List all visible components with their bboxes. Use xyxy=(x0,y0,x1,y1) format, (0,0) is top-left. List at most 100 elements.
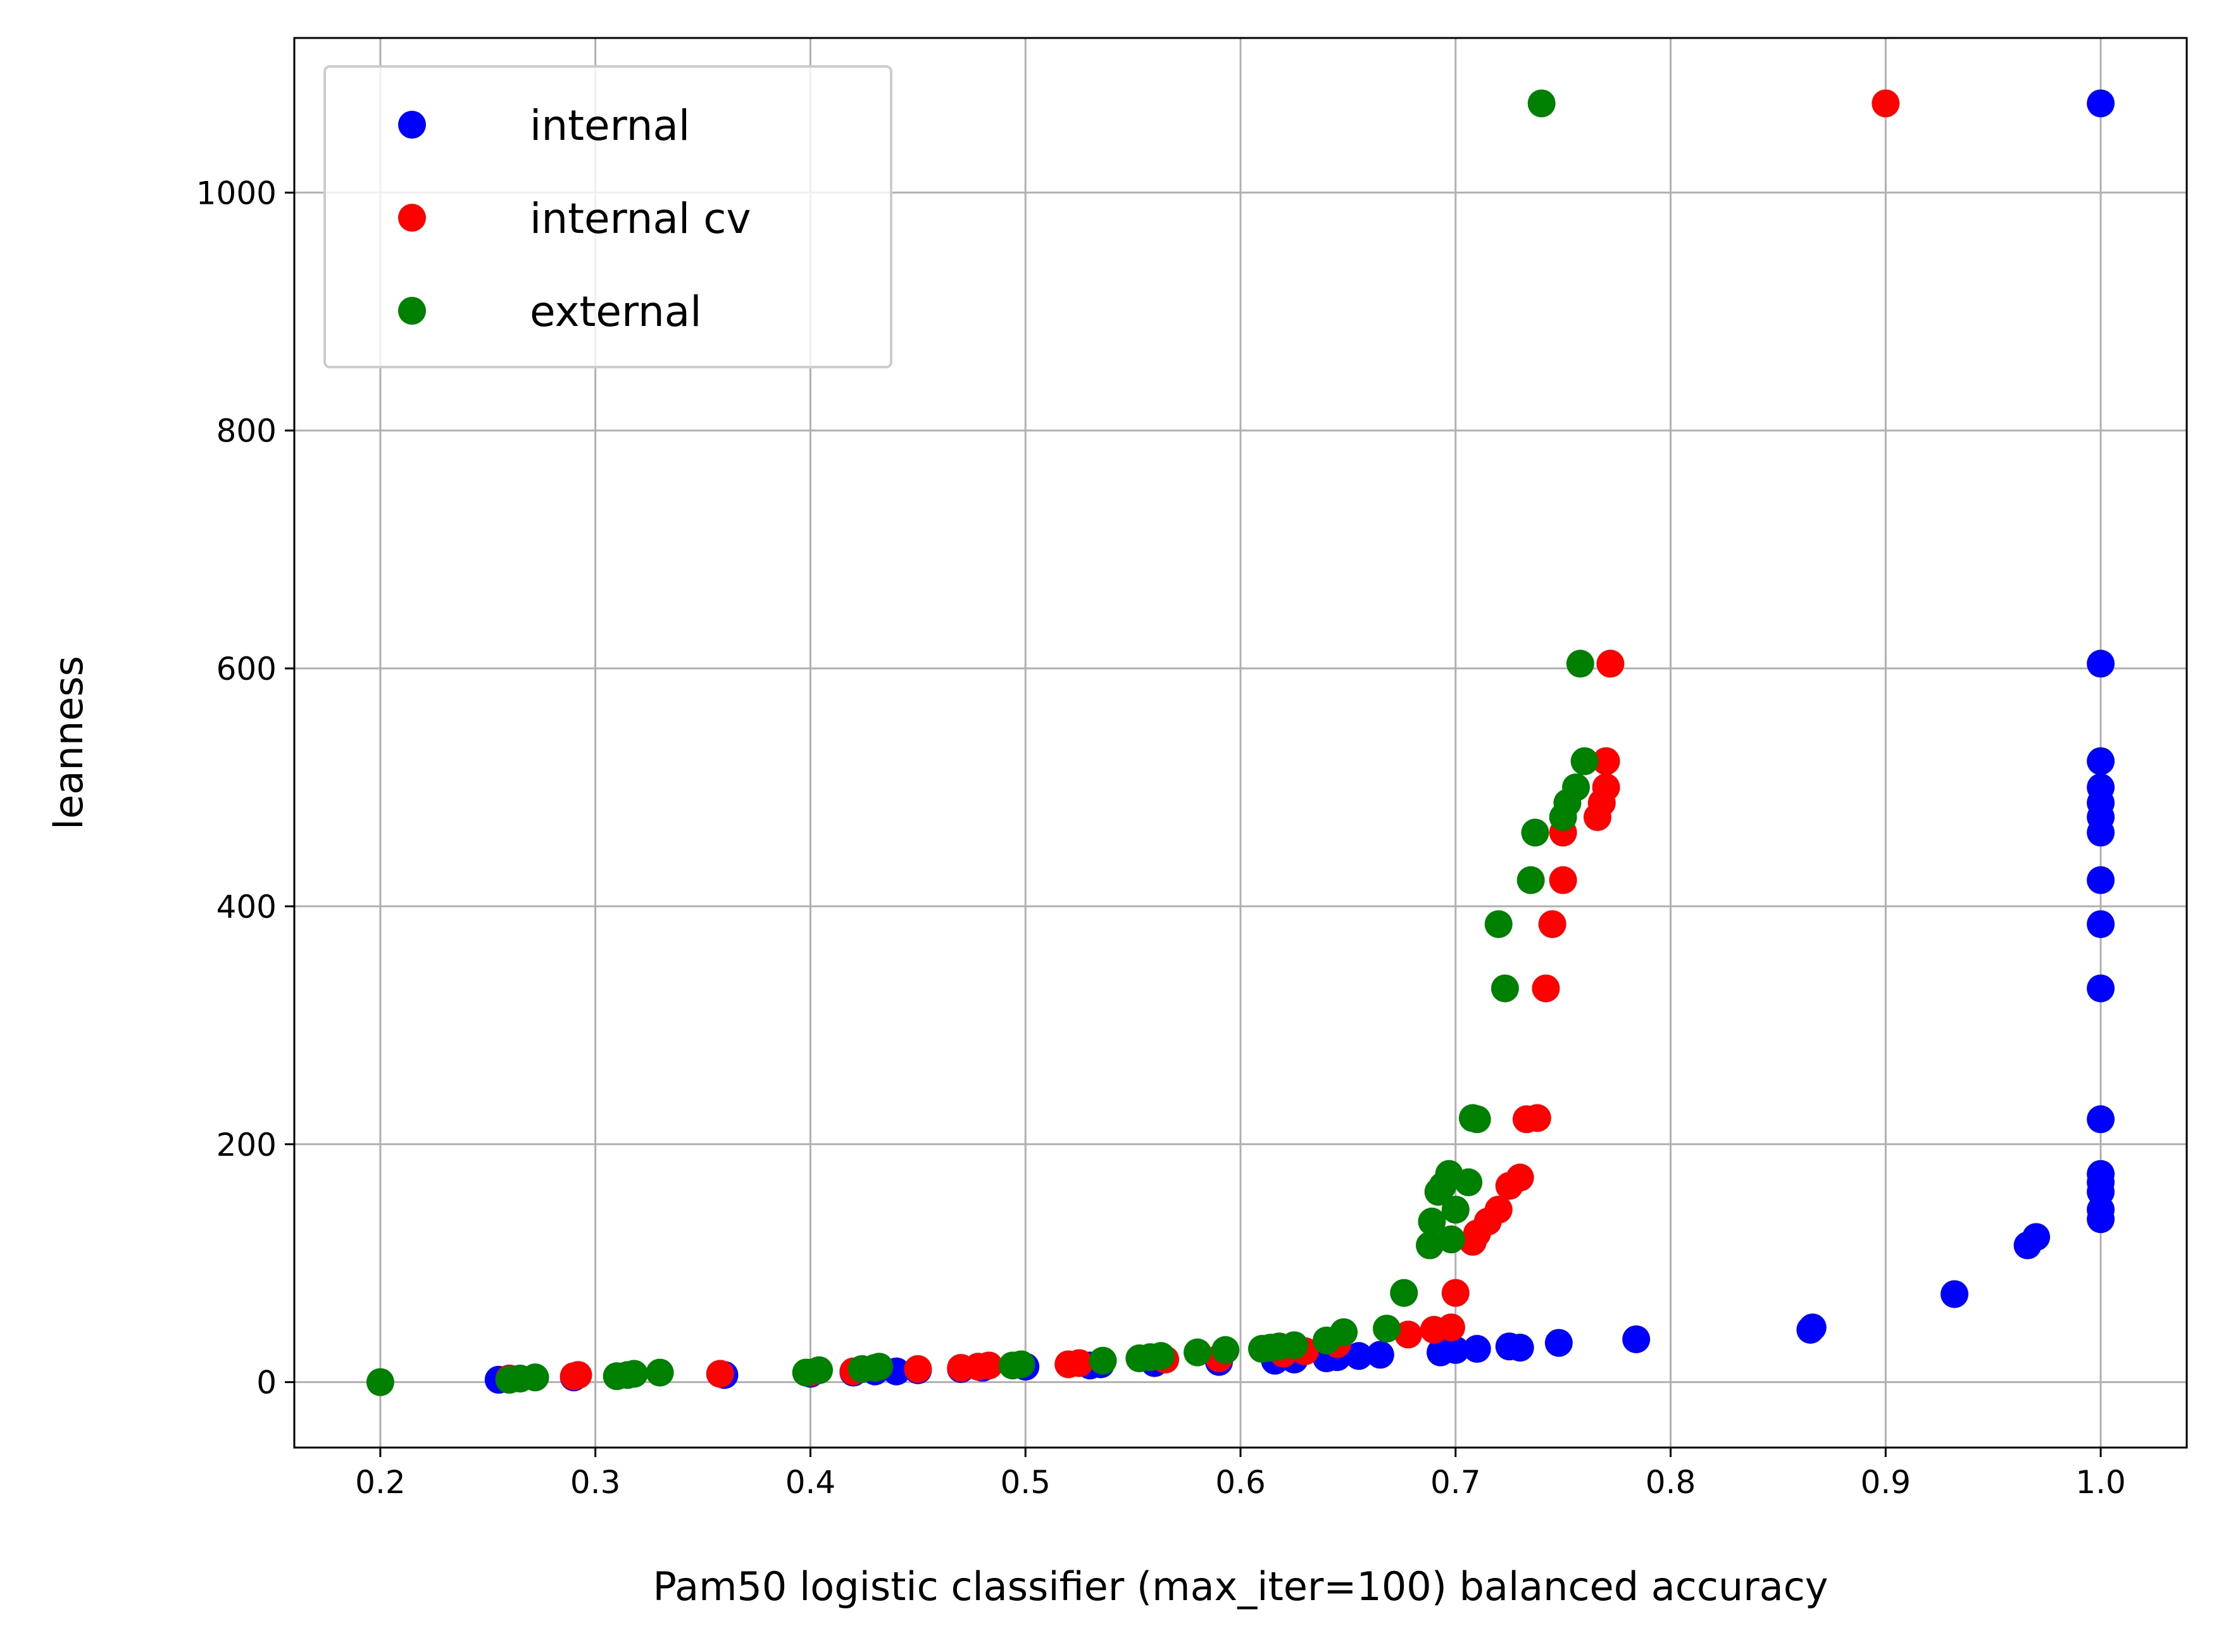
x-tick-label: 0.7 xyxy=(1430,1464,1481,1501)
x-tick-label: 0.8 xyxy=(1646,1464,1696,1501)
data-point xyxy=(805,1356,834,1384)
legend-label: external xyxy=(530,287,702,336)
data-point xyxy=(1544,1329,1573,1357)
legend-entry: external xyxy=(398,287,702,336)
legend-marker xyxy=(398,204,426,232)
y-tick-label: 800 xyxy=(216,413,277,449)
series-external xyxy=(366,89,1599,1396)
data-point xyxy=(1506,1163,1534,1192)
x-tick-label: 0.5 xyxy=(1000,1464,1051,1501)
x-tick-label: 0.6 xyxy=(1215,1464,1266,1501)
data-point xyxy=(366,1368,394,1396)
data-point xyxy=(1437,1313,1465,1342)
legend-entry: internal cv xyxy=(398,194,751,243)
data-point xyxy=(564,1361,592,1389)
data-point xyxy=(1941,1280,1969,1308)
data-point xyxy=(1798,1313,1827,1342)
legend-label: internal xyxy=(530,101,690,150)
data-point xyxy=(1596,649,1625,678)
x-axis-label: Pam50 logistic classifier (max_iter=100)… xyxy=(653,1563,1828,1610)
data-point xyxy=(1147,1342,1175,1370)
data-point xyxy=(1454,1168,1483,1196)
data-point xyxy=(1521,818,1549,847)
data-point xyxy=(1416,1231,1444,1260)
data-point xyxy=(2087,773,2115,801)
data-point xyxy=(1463,1105,1491,1134)
data-point xyxy=(1366,1341,1394,1369)
legend-marker xyxy=(398,111,426,139)
data-point xyxy=(1344,1342,1373,1370)
data-point xyxy=(1592,747,1620,775)
data-point xyxy=(1184,1338,1212,1367)
data-point xyxy=(646,1358,674,1387)
data-point xyxy=(1484,1196,1513,1224)
data-point xyxy=(1280,1331,1308,1360)
data-point xyxy=(1394,1320,1423,1349)
data-points xyxy=(366,89,2115,1396)
data-point xyxy=(2087,1105,2115,1134)
data-point xyxy=(2087,974,2115,1003)
x-tick-label: 0.3 xyxy=(570,1464,621,1501)
y-axis-ticks: 0 200 400 600 800 1000 xyxy=(196,175,294,1401)
data-point xyxy=(620,1360,648,1388)
data-point xyxy=(975,1351,1003,1380)
data-point xyxy=(1007,1350,1035,1379)
legend-label: internal cv xyxy=(530,194,751,243)
legend-box xyxy=(323,65,892,368)
data-point xyxy=(2087,866,2115,894)
data-point xyxy=(1330,1318,1358,1346)
data-point xyxy=(2087,89,2115,118)
data-point xyxy=(1516,866,1545,894)
data-point xyxy=(1441,1279,1470,1307)
legend-marker xyxy=(398,297,426,325)
data-point xyxy=(1418,1207,1446,1236)
data-point xyxy=(1538,910,1566,939)
data-point xyxy=(2087,747,2115,775)
data-point xyxy=(2087,910,2115,939)
y-tick-label: 1000 xyxy=(196,175,277,211)
data-point xyxy=(1570,747,1599,775)
data-point xyxy=(2022,1223,2051,1251)
data-point xyxy=(1484,910,1513,939)
x-tick-label: 0.4 xyxy=(785,1464,836,1501)
legend-entry: internal xyxy=(398,101,690,150)
data-point xyxy=(1441,1336,1470,1364)
data-point xyxy=(1373,1315,1401,1343)
data-point xyxy=(2087,1160,2115,1188)
data-point xyxy=(1463,1335,1491,1363)
data-point xyxy=(2087,649,2115,678)
data-point xyxy=(1523,1104,1551,1132)
y-axis-label: leanness xyxy=(46,656,92,830)
data-point xyxy=(1065,1349,1094,1377)
data-point xyxy=(1437,1225,1465,1254)
y-tick-label: 400 xyxy=(216,889,277,925)
x-axis-ticks: 0.2 0.3 0.4 0.5 0.6 0.7 0.8 0.9 1.0 xyxy=(355,1448,2126,1501)
y-tick-label: 200 xyxy=(216,1127,277,1163)
grid-lines xyxy=(294,38,2187,1448)
data-point xyxy=(1566,649,1594,678)
data-point xyxy=(1622,1325,1651,1353)
y-tick-label: 0 xyxy=(256,1365,277,1401)
data-point xyxy=(1491,974,1519,1003)
data-point xyxy=(1089,1346,1117,1375)
x-tick-label: 0.2 xyxy=(355,1464,406,1501)
data-point xyxy=(706,1360,734,1388)
data-point xyxy=(1872,89,1900,118)
data-point xyxy=(904,1355,932,1383)
y-tick-label: 600 xyxy=(216,651,277,687)
data-point xyxy=(1562,773,1591,801)
data-point xyxy=(1211,1336,1240,1364)
data-point xyxy=(1506,1334,1534,1362)
data-point xyxy=(865,1353,894,1381)
data-point xyxy=(1592,773,1620,801)
data-point xyxy=(1549,866,1577,894)
x-tick-label: 0.9 xyxy=(1861,1464,1911,1501)
data-point xyxy=(1390,1279,1418,1307)
data-point xyxy=(1441,1196,1470,1224)
legend: internal internal cv external xyxy=(323,65,892,368)
data-point xyxy=(521,1363,549,1392)
data-point xyxy=(1527,89,1556,118)
x-tick-label: 1.0 xyxy=(2075,1464,2126,1501)
data-point xyxy=(1532,974,1560,1003)
